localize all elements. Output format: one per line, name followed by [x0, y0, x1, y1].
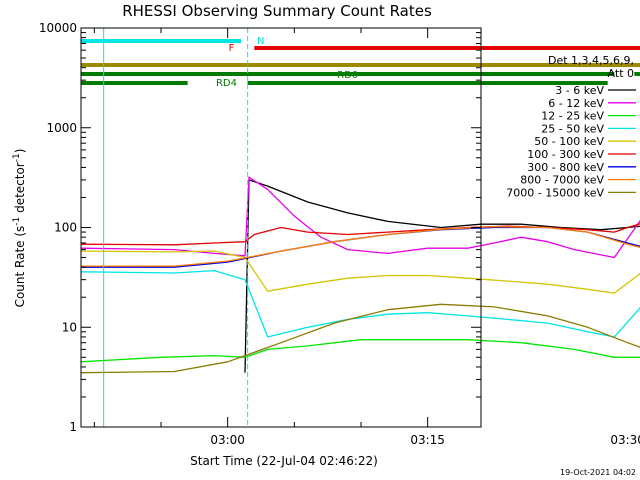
flag-label-rd0: RD0	[337, 70, 358, 81]
series-6-12-kevkev-line	[80, 176, 640, 259]
flag-label-rd4: RD4	[216, 78, 237, 89]
legend-label: 3 - 6 keV	[555, 84, 604, 97]
series-12-25-kevkev-line	[80, 339, 640, 363]
legend-label: 25 - 50 keV	[541, 122, 604, 135]
legend-header-detectors: Det 1,3,4,5,6,9,	[548, 54, 634, 67]
y-tick-label: 100	[54, 221, 77, 235]
legend-label: 800 - 7000 keV	[520, 174, 604, 187]
chart-title: RHESSI Observing Summary Count Rates	[122, 2, 432, 20]
y-tick-label: 10000	[39, 21, 77, 35]
y-tick-label: 1	[69, 420, 77, 434]
y-tick-label: 10	[62, 320, 77, 334]
legend-label: 12 - 25 keV	[541, 110, 604, 123]
legend-label: 7000 - 15000 keV	[506, 186, 604, 199]
legend-label: 100 - 300 keV	[527, 148, 604, 161]
series-7000-15000-kevkev-line	[80, 303, 640, 374]
legend-header-attenuator: Att 0	[608, 67, 634, 80]
y-axis: 1 10 100 1000 10000	[39, 21, 481, 434]
x-axis-label: Start Time (22-Jul-04 02:46:22)	[190, 454, 378, 468]
legend-label: 6 - 12 keV	[548, 97, 604, 110]
series-50-100-kevkev-line	[80, 250, 640, 294]
flag-bars: NFFD1FD2RD0RD4	[81, 36, 640, 89]
generation-timestamp: 19-Oct-2021 04:02	[560, 468, 636, 477]
attenuator-vlines	[103, 28, 249, 427]
flag-label-f: F	[229, 43, 235, 54]
data-series	[80, 176, 640, 374]
flag-label-n: N	[257, 36, 264, 47]
legend-label: 50 - 100 keV	[534, 135, 604, 148]
series-3-6-kevkev-line	[244, 179, 640, 373]
y-axis-label: Count Rate (s-1 detector-1)	[12, 149, 27, 308]
x-tick-label: 03:15	[410, 433, 445, 447]
x-tick-label: 03:30	[610, 433, 640, 447]
series-800-7000-kevkev-line	[81, 225, 640, 267]
x-tick-label: 03:00	[210, 433, 245, 447]
legend-label: 300 - 800 keV	[527, 161, 604, 174]
y-tick-label: 1000	[46, 121, 77, 135]
series-100-300-kevkev-line	[80, 223, 640, 246]
series-25-50-kevkev-line	[80, 269, 640, 338]
